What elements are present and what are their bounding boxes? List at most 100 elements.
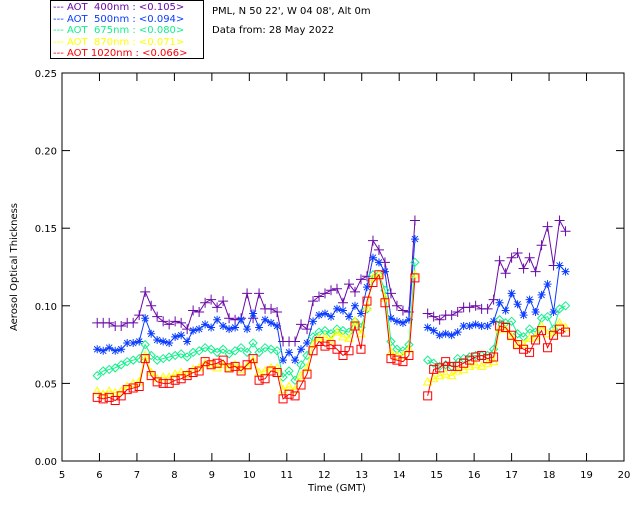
data-point [183, 337, 192, 346]
data-point [495, 321, 505, 331]
data-point [116, 386, 127, 395]
data-point [561, 327, 571, 337]
x-tick-label: 15 [430, 470, 443, 481]
data-point [380, 285, 390, 295]
data-point [134, 353, 144, 364]
data-point [518, 339, 529, 349]
series-line [427, 322, 566, 383]
data-point [218, 296, 229, 307]
data-point [392, 355, 402, 365]
data-point [464, 361, 475, 370]
data-point [441, 357, 451, 367]
data-point [200, 297, 211, 308]
data-point [296, 380, 306, 390]
data-point [512, 339, 523, 349]
data-point [182, 371, 192, 381]
data-point [272, 346, 282, 356]
data-point [470, 350, 481, 361]
data-point [398, 357, 408, 367]
data-point [273, 321, 282, 330]
data-point [230, 359, 240, 369]
data-point [188, 305, 199, 316]
data-point [326, 334, 336, 344]
data-point [429, 326, 438, 335]
data-point [459, 321, 468, 330]
data-point [254, 347, 264, 358]
location-text: PML, N 50 22', W 04 08', Alt 0m [212, 6, 371, 17]
data-point [452, 307, 463, 318]
data-point [236, 364, 246, 373]
data-point [356, 328, 366, 338]
x-tick-label: 6 [96, 470, 102, 481]
data-point [147, 329, 156, 338]
data-point [465, 321, 474, 330]
data-point [320, 288, 331, 299]
data-point [447, 361, 457, 371]
series-line [427, 218, 566, 321]
data-point [237, 315, 246, 324]
data-point [206, 360, 216, 370]
data-point [327, 312, 336, 321]
data-point [98, 389, 109, 398]
data-point [92, 386, 103, 395]
data-point [242, 361, 252, 370]
x-tick-label: 7 [134, 470, 140, 481]
data-point [537, 290, 546, 299]
data-point [122, 385, 132, 395]
data-point [165, 339, 174, 348]
data-point [116, 360, 126, 370]
data-point [248, 338, 258, 348]
data-point [260, 374, 270, 384]
x-tick-label: 10 [243, 470, 256, 481]
data-point [176, 317, 187, 328]
data-point [194, 366, 204, 376]
data-point [207, 323, 216, 332]
data-point [513, 340, 523, 350]
series-line [97, 220, 416, 342]
data-point [422, 308, 433, 319]
data-point [506, 252, 517, 263]
data-point [320, 341, 330, 351]
data-point [489, 352, 499, 362]
data-point [386, 347, 396, 356]
data-point [134, 376, 145, 386]
data-point [362, 296, 372, 306]
data-point [170, 316, 181, 327]
data-point [506, 331, 517, 341]
data-point [308, 332, 318, 342]
data-point [410, 257, 420, 268]
data-point [518, 263, 529, 274]
data-point [117, 345, 126, 354]
data-point [332, 327, 342, 336]
data-point [489, 317, 498, 326]
data-point [398, 346, 408, 356]
data-point [99, 346, 108, 355]
data-point [200, 342, 210, 353]
data-point [409, 215, 420, 226]
data-point [135, 337, 144, 346]
legend-entry-400nm: --- AOT 400nm : <0.105> [53, 2, 185, 13]
data-point [385, 288, 396, 299]
data-point [164, 319, 175, 330]
data-point [224, 313, 235, 324]
data-point [422, 355, 433, 365]
data-point [309, 317, 318, 326]
data-point [397, 305, 408, 316]
data-point [105, 343, 114, 352]
data-point [542, 328, 553, 338]
data-point [128, 383, 138, 393]
data-point [230, 346, 240, 356]
legend-label: AOT 500nm : <0.094> [67, 13, 185, 25]
data-point [350, 316, 360, 325]
data-point [446, 310, 457, 321]
data-point [129, 339, 138, 348]
data-point [212, 358, 222, 368]
data-point [368, 278, 378, 288]
data-point [482, 350, 493, 361]
data-point [140, 350, 151, 359]
data-point [501, 306, 510, 315]
data-point [308, 346, 318, 356]
data-point [452, 353, 463, 364]
x-tick-label: 14 [393, 470, 406, 481]
y-tick-label: 0.00 [35, 457, 57, 468]
